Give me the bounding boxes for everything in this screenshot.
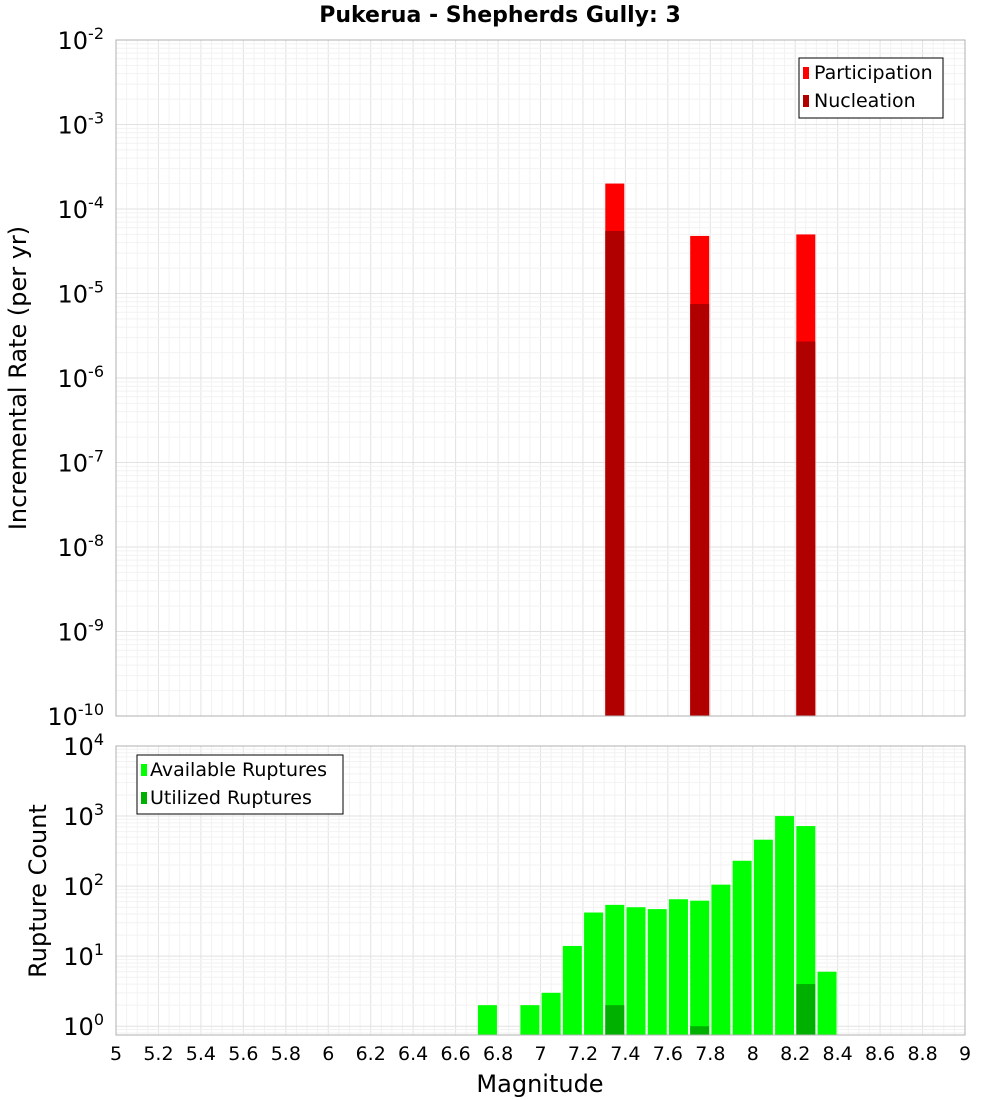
- legend-swatch-participation: [803, 67, 809, 79]
- utilized-ruptures-bar: [605, 1005, 625, 1035]
- bottom-bars: [477, 816, 837, 1035]
- x-tick-label: 5.4: [186, 1043, 216, 1065]
- available-ruptures-bar: [817, 971, 837, 1035]
- available-ruptures-bar: [584, 912, 604, 1035]
- top-y-tick-label: 10-3: [58, 109, 105, 140]
- x-tick-label: 8.4: [823, 1043, 853, 1065]
- top-legend: Participation Nucleation: [798, 57, 944, 119]
- legend-swatch-available: [141, 764, 147, 776]
- x-tick-label: 6.2: [356, 1043, 386, 1065]
- bottom-y-tick-label: 101: [63, 940, 104, 971]
- top-panel: 10-10 10-9 10-8 10-7 10-6 10-5 10-4 10-3 10-2 Pa…: [47, 24, 966, 731]
- bottom-y-tick-label: 104: [63, 730, 104, 761]
- available-ruptures-bar: [562, 945, 582, 1035]
- bottom-panel: 100 101 102 103 104 5 5.2 5.4 5.6 5.8 6 6.2 6.4 6.6 6…: [63, 730, 971, 1065]
- top-y-tick-label: 10-10: [47, 700, 104, 731]
- x-tick-label: 5.8: [271, 1043, 301, 1065]
- x-tick-label: 7.2: [568, 1043, 598, 1065]
- available-ruptures-bar: [668, 899, 688, 1035]
- top-y-tick-label: 10-8: [58, 531, 105, 562]
- x-tick-label: 5: [110, 1043, 122, 1065]
- available-ruptures-bar: [541, 992, 561, 1035]
- top-y-tick-label: 10-7: [58, 447, 105, 478]
- x-tick-label: 8.8: [907, 1043, 937, 1065]
- available-ruptures-bar: [796, 826, 816, 1035]
- available-ruptures-bar: [520, 1005, 540, 1035]
- bottom-legend-box: [136, 754, 344, 815]
- available-ruptures-bar: [732, 860, 752, 1035]
- x-tick-label: 8: [747, 1043, 759, 1065]
- legend-label-participation: Participation: [814, 62, 933, 84]
- available-ruptures-bar: [711, 884, 731, 1035]
- available-ruptures-bar: [690, 900, 710, 1035]
- available-ruptures-bar: [626, 907, 646, 1035]
- top-y-tick-label: 10-5: [58, 278, 105, 309]
- x-tick-label: 7.4: [610, 1043, 640, 1065]
- x-tick-label: 7.6: [653, 1043, 683, 1065]
- available-ruptures-bar: [477, 1005, 497, 1035]
- top-legend-box: [798, 57, 944, 119]
- x-tick-label: 6.4: [398, 1043, 428, 1065]
- x-tick-label: 7.8: [695, 1043, 725, 1065]
- nucleation-bar: [796, 341, 816, 716]
- x-tick-labels: 5 5.2 5.4 5.6 5.8 6 6.2 6.4 6.6 6.8 7 7.2 7.4 7.6 7.8 8…: [110, 1043, 971, 1065]
- x-tick-label: 6: [322, 1043, 334, 1065]
- utilized-ruptures-bar: [690, 1026, 710, 1035]
- bottom-y-tick-label: 100: [63, 1010, 104, 1041]
- available-ruptures-bar: [605, 904, 625, 1035]
- legend-swatch-nucleation: [803, 95, 809, 107]
- top-y-tick-label: 10-6: [58, 362, 105, 393]
- top-y-tick-labels: 10-10 10-9 10-8 10-7 10-6 10-5 10-4 10-3 10-2: [47, 24, 104, 731]
- available-ruptures-bar: [647, 909, 667, 1035]
- bottom-y-tick-labels: 100 101 102 103 104: [63, 730, 104, 1041]
- bottom-legend: Available Ruptures Utilized Ruptures: [136, 754, 344, 815]
- nucleation-bar: [690, 304, 710, 716]
- bottom-plot-border: [115, 745, 966, 1036]
- available-ruptures-bar: [775, 816, 795, 1035]
- x-tick-label: 8.2: [780, 1043, 810, 1065]
- bottom-y-axis-label: Rupture Count: [24, 804, 52, 978]
- top-bars: [605, 183, 816, 717]
- legend-label-nucleation: Nucleation: [814, 90, 916, 112]
- x-tick-label: 9: [959, 1043, 971, 1065]
- legend-label-utilized: Utilized Ruptures: [150, 787, 312, 809]
- legend-swatch-utilized: [141, 792, 147, 804]
- x-axis-label: Magnitude: [476, 1070, 603, 1098]
- x-tick-label: 6.8: [483, 1043, 513, 1065]
- top-y-tick-label: 10-4: [58, 193, 105, 224]
- available-ruptures-bar: [753, 839, 773, 1035]
- top-y-tick-label: 10-2: [58, 24, 105, 55]
- x-tick-label: 7: [534, 1043, 546, 1065]
- x-tick-label: 5.2: [143, 1043, 173, 1065]
- top-y-axis-label: Incremental Rate (per yr): [4, 226, 32, 530]
- utilized-ruptures-bar: [796, 984, 816, 1035]
- x-tick-label: 5.6: [228, 1043, 258, 1065]
- top-gridlines: [115, 39, 966, 717]
- bottom-y-tick-label: 103: [63, 800, 104, 831]
- top-plot-border: [115, 39, 966, 717]
- chart-title: Pukerua - Shepherds Gully: 3: [319, 3, 681, 28]
- legend-label-available: Available Ruptures: [150, 759, 327, 781]
- top-y-tick-label: 10-9: [58, 616, 105, 647]
- x-tick-label: 8.6: [865, 1043, 895, 1065]
- x-tick-label: 6.6: [440, 1043, 470, 1065]
- bottom-y-tick-label: 102: [63, 870, 104, 901]
- nucleation-bar: [605, 230, 625, 717]
